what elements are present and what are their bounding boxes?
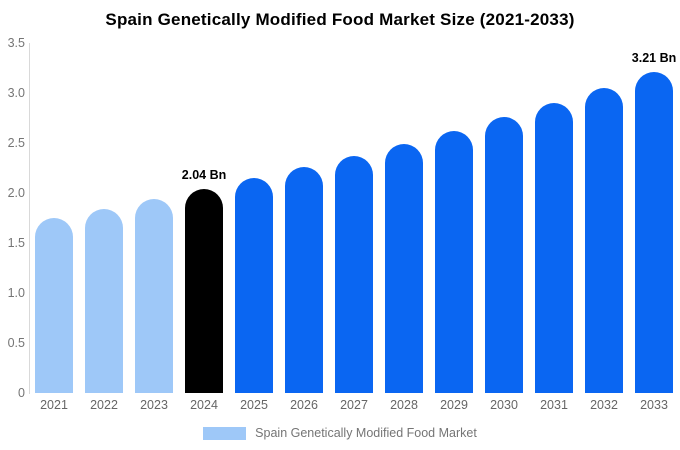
value-label-2033: 3.21 Bn: [631, 51, 677, 65]
legend-swatch: [203, 426, 247, 440]
x-axis-label-2030: 2030: [490, 398, 518, 412]
x-axis-label-2021: 2021: [40, 398, 68, 412]
y-axis-tick-label: 3.0: [7, 86, 25, 100]
y-axis-tick-label: 0: [18, 386, 25, 400]
y-axis-tick-label: 0.5: [7, 336, 25, 350]
bar-2030: [485, 117, 523, 393]
legend-label: Spain Genetically Modified Food Market: [255, 426, 477, 440]
bar-2021: [35, 218, 73, 393]
x-axis-label-2027: 2027: [340, 398, 368, 412]
bar-2027: [335, 156, 373, 393]
x-axis-label-2028: 2028: [390, 398, 418, 412]
y-axis-tick-label: 1.5: [7, 236, 25, 250]
bar-2033: [635, 72, 673, 393]
y-axis-tick-label: 2.5: [7, 136, 25, 150]
chart-title: Spain Genetically Modified Food Market S…: [105, 10, 575, 29]
x-axis-label-2025: 2025: [240, 398, 268, 412]
bar-2028: [385, 144, 423, 393]
x-axis-label-2029: 2029: [440, 398, 468, 412]
x-axis-label-2031: 2031: [540, 398, 568, 412]
x-axis-label-2022: 2022: [90, 398, 118, 412]
y-axis-tick-label: 2.0: [7, 186, 25, 200]
x-axis-label-2023: 2023: [140, 398, 168, 412]
legend: Spain Genetically Modified Food Market: [0, 426, 680, 440]
bar-2025: [235, 178, 273, 393]
x-axis-label-2026: 2026: [290, 398, 318, 412]
bar-2031: [535, 103, 573, 393]
x-axis-label-2033: 2033: [640, 398, 668, 412]
x-axis-label-2024: 2024: [190, 398, 218, 412]
y-axis-line: [29, 43, 30, 394]
value-label-2024: 2.04 Bn: [181, 168, 227, 182]
bar-2026: [285, 167, 323, 393]
x-axis-label-2032: 2032: [590, 398, 618, 412]
bar-2029: [435, 131, 473, 393]
bar-2024: [185, 189, 223, 393]
plot-area: [29, 43, 679, 393]
bar-2023: [135, 199, 173, 393]
bar-2022: [85, 209, 123, 393]
y-axis-tick-label: 3.5: [7, 36, 25, 50]
bar-2032: [585, 88, 623, 393]
y-axis-tick-label: 1.0: [7, 286, 25, 300]
